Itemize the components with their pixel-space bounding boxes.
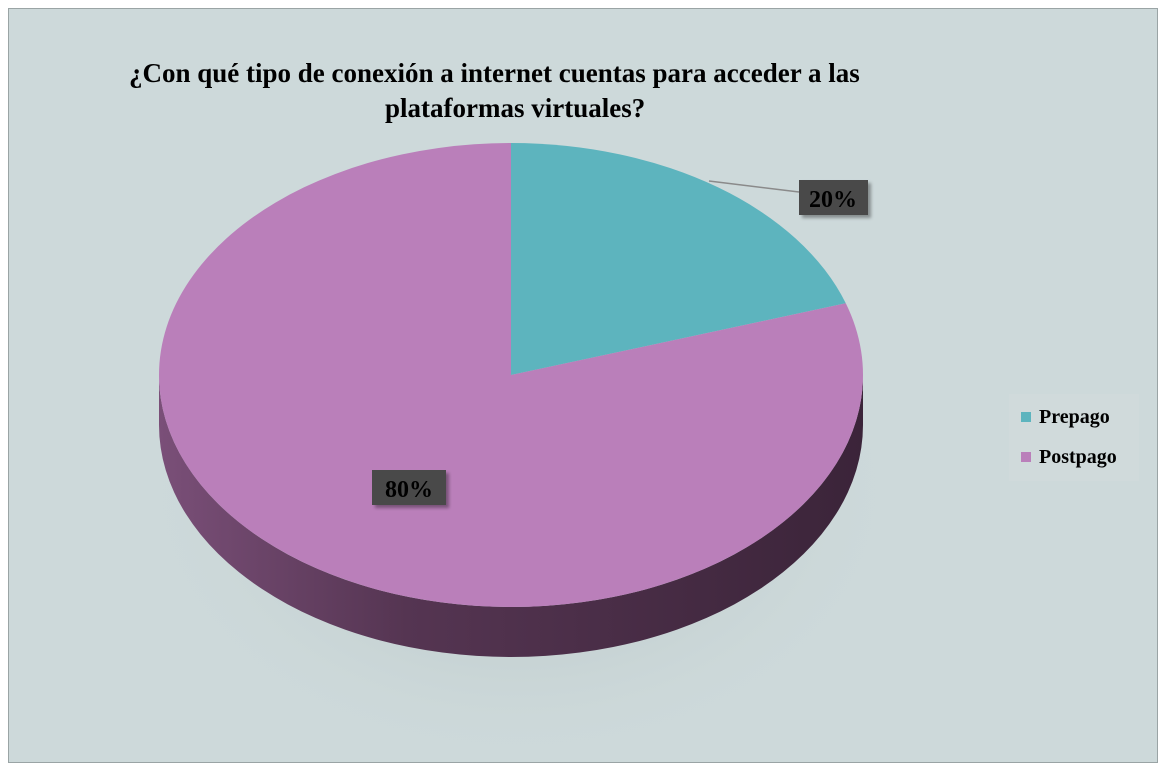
pie-side-postpago [159, 375, 863, 657]
legend-label-prepago: Prepago [1039, 406, 1110, 428]
data-label-prepago: 20% [809, 187, 857, 213]
pie-sides [159, 375, 863, 657]
leader-line-prepago [708, 180, 800, 193]
data-label-postpago-box [372, 470, 446, 505]
chart-frame: 20% 80% ¿Con qué tipo de conexión a inte… [8, 8, 1158, 764]
legend-swatch-prepago [1021, 412, 1031, 422]
legend: Prepago Postpago [1009, 394, 1139, 481]
data-label-prepago-box [799, 180, 868, 215]
pie-slice-postpago [159, 143, 864, 608]
pie-slice-prepago [511, 143, 846, 375]
chart-title-line-1: ¿Con qué tipo de conexión a internet cue… [129, 58, 860, 88]
legend-label-postpago: Postpago [1039, 446, 1117, 468]
pie-slices [159, 143, 864, 608]
data-label-postpago: 80% [385, 477, 433, 503]
legend-swatch-postpago [1021, 452, 1031, 462]
chart-title-line-2: plataformas virtuales? [385, 93, 645, 123]
pie-chart: 20% 80% ¿Con qué tipo de conexión a inte… [129, 58, 1139, 764]
legend-box [1009, 394, 1139, 481]
